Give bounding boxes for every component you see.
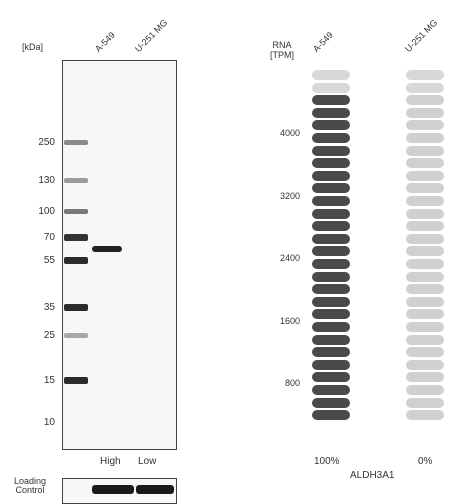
ladder-band-250 <box>64 140 88 145</box>
ladder-band-35 <box>64 304 88 311</box>
rna-u251-pill <box>406 208 444 219</box>
western-blot-membrane <box>62 60 177 450</box>
rna-a549-pill <box>312 347 350 358</box>
rna-u251-pill <box>406 158 444 169</box>
rna-a549-pill <box>312 70 350 80</box>
rna-u251-pill <box>406 322 444 332</box>
rna-a549-pill <box>312 158 350 169</box>
rna-a549-pill <box>312 397 350 408</box>
rna-u251-pill <box>406 145 444 156</box>
rna-a549-pill <box>312 271 350 282</box>
loading-control-label: Loading Control <box>13 476 47 495</box>
rna-a549-pill <box>312 170 350 181</box>
percent-a549: 100% <box>314 456 340 467</box>
expression-low-label: Low <box>138 456 157 467</box>
rna-bar-column-a549 <box>312 0 352 498</box>
rna-u251-pill <box>406 246 444 257</box>
tpm-tick-2400: 2400 <box>279 253 300 263</box>
a549-protein-band <box>92 246 122 252</box>
tpm-tick-3200: 3200 <box>279 191 300 201</box>
tpm-tick-800: 800 <box>284 378 300 388</box>
rna-a549-pill <box>312 359 350 370</box>
rna-bar-column-u251 <box>406 0 446 498</box>
marker-label-15: 15 <box>43 375 55 386</box>
rna-a549-pill <box>312 334 350 345</box>
rna-u251-pill <box>406 385 444 395</box>
rna-u251-pill <box>406 170 444 181</box>
rna-u251-pill <box>406 296 444 307</box>
rna-u251-pill <box>406 309 444 320</box>
lane-label-a549: A-549 <box>92 29 117 54</box>
expression-high-label: High <box>100 456 121 467</box>
rna-a549-pill <box>312 208 350 219</box>
rna-u251-pill <box>406 196 444 206</box>
marker-label-35: 35 <box>43 302 55 313</box>
rna-a549-pill <box>312 183 350 194</box>
percent-u251: 0% <box>418 456 433 467</box>
rna-u251-pill <box>406 233 444 244</box>
rna-u251-pill <box>406 259 444 269</box>
loading-control-band-a549 <box>92 485 134 494</box>
rna-a549-pill <box>312 196 350 206</box>
rna-u251-pill <box>406 397 444 408</box>
rna-u251-pill <box>406 271 444 282</box>
rna-a549-pill <box>312 296 350 307</box>
rna-u251-pill <box>406 82 444 93</box>
ladder-band-15 <box>64 377 88 384</box>
marker-label-55: 55 <box>43 255 55 266</box>
rna-a549-pill <box>312 82 350 93</box>
rna-a549-pill <box>312 221 350 232</box>
rna-u251-pill <box>406 221 444 232</box>
rna-u251-pill <box>406 284 444 295</box>
rna-header: RNA [TPM] <box>270 40 294 60</box>
rna-a549-pill <box>312 145 350 156</box>
kda-label: [kDa] <box>22 42 44 52</box>
rna-u251-pill <box>406 133 444 143</box>
rna-u251-pill <box>406 359 444 370</box>
rna-u251-pill <box>406 347 444 358</box>
rna-a549-pill <box>312 309 350 320</box>
rna-u251-pill <box>406 410 444 421</box>
ladder-band-25 <box>64 333 88 338</box>
marker-label-250: 250 <box>38 137 55 148</box>
rna-u251-pill <box>406 120 444 131</box>
marker-label-100: 100 <box>38 206 55 217</box>
ladder-band-100 <box>64 209 88 214</box>
rna-a549-pill <box>312 385 350 395</box>
rna-a549-pill <box>312 246 350 257</box>
rna-a549-pill <box>312 284 350 295</box>
rna-a549-pill <box>312 259 350 269</box>
marker-label-70: 70 <box>43 232 55 243</box>
rna-a549-pill <box>312 133 350 143</box>
rna-u251-pill <box>406 183 444 194</box>
ladder-band-130 <box>64 178 88 183</box>
marker-label-130: 130 <box>38 175 55 186</box>
tpm-tick-1600: 1600 <box>279 316 300 326</box>
ladder-band-70 <box>64 234 88 241</box>
rna-u251-pill <box>406 334 444 345</box>
rna-a549-pill <box>312 233 350 244</box>
rna-a549-pill <box>312 95 350 106</box>
rna-a549-pill <box>312 372 350 383</box>
lane-label-u251: U-251 MG <box>132 17 170 54</box>
rna-a549-pill <box>312 107 350 118</box>
ladder-band-55 <box>64 257 88 264</box>
rna-u251-pill <box>406 372 444 383</box>
gene-name: ALDH3A1 <box>350 470 395 481</box>
tpm-tick-4000: 4000 <box>279 128 300 138</box>
rna-u251-pill <box>406 70 444 80</box>
marker-label-25: 25 <box>43 330 55 341</box>
rna-a549-pill <box>312 410 350 421</box>
rna-u251-pill <box>406 95 444 106</box>
rna-u251-pill <box>406 107 444 118</box>
marker-label-10: 10 <box>43 417 55 428</box>
rna-a549-pill <box>312 322 350 332</box>
loading-control-band-u251 <box>136 485 174 494</box>
rna-a549-pill <box>312 120 350 131</box>
